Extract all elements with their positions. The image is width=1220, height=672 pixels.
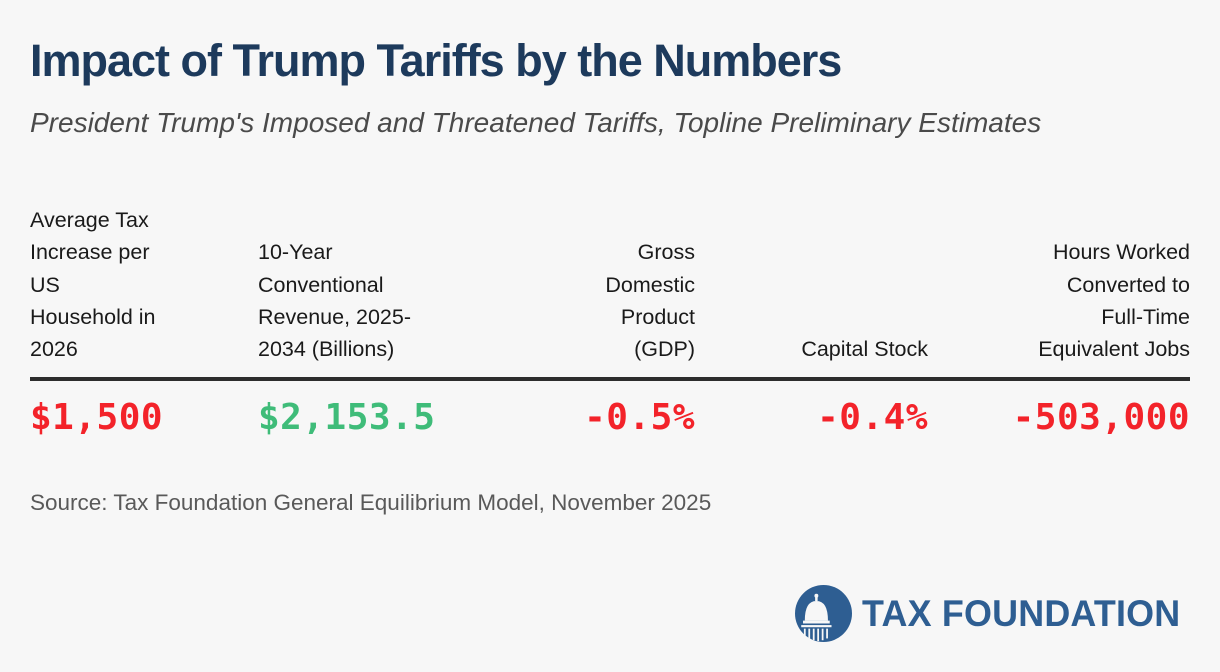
value-capital-stock: -0.4%	[817, 397, 928, 439]
page-title: Impact of Trump Tariffs by the Numbers	[30, 35, 842, 86]
value-10yr-revenue: $2,153.5	[258, 397, 436, 439]
tax-foundation-logo: TAX FOUNDATION	[794, 585, 1190, 642]
value-gdp: -0.5%	[584, 397, 695, 439]
column-header-10yr-revenue: 10-Year Conventional Revenue, 2025- 2034…	[258, 240, 411, 362]
table-value-row: $1,500 $2,153.5 -0.5% -0.4% -503,000	[30, 381, 1190, 438]
tax-foundation-wordmark: TAX FOUNDATION	[861, 592, 1181, 634]
header-divider-rule	[30, 377, 1190, 382]
column-header-avg-tax-increase: Average Tax Increase per US Household in…	[30, 208, 156, 362]
table-header-row: Average Tax Increase per US Household in…	[30, 204, 1190, 377]
column-header-capital-stock: Capital Stock	[801, 337, 928, 362]
column-header-fte-jobs: Hours Worked Converted to Full-Time Equi…	[1038, 240, 1190, 362]
page-subtitle: President Trump's Imposed and Threatened…	[30, 106, 1042, 138]
capitol-dome-icon	[794, 585, 852, 642]
value-fte-jobs: -503,000	[1012, 397, 1190, 439]
value-avg-tax-increase: $1,500	[30, 397, 164, 439]
source-note: Source: Tax Foundation General Equilibri…	[30, 490, 712, 516]
column-header-gdp: Gross Domestic Product (GDP)	[605, 240, 695, 362]
